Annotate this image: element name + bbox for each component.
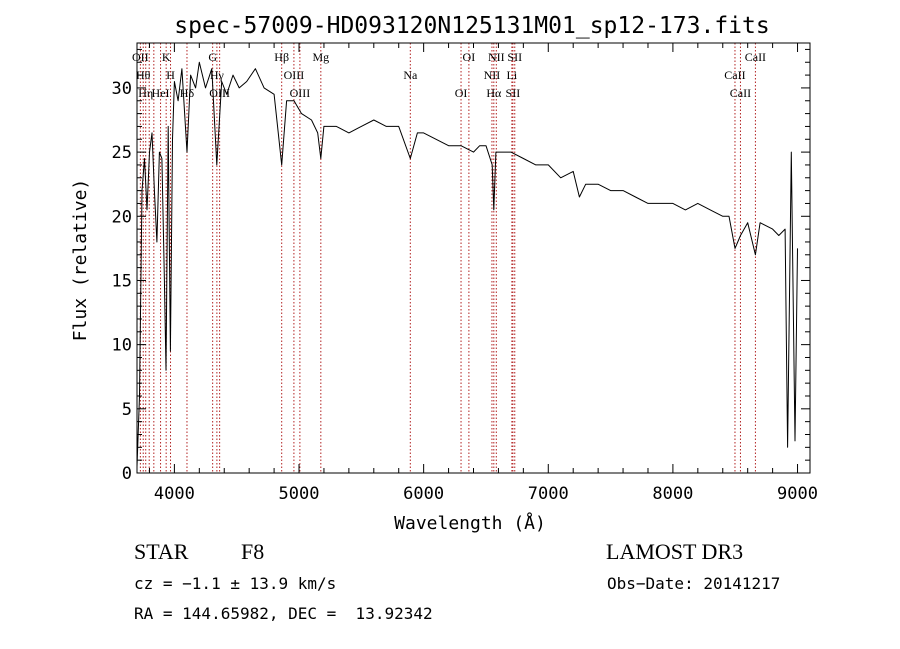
line-label: OIII bbox=[290, 86, 311, 100]
line-label: SII bbox=[506, 86, 521, 100]
spectral-line-markers bbox=[139, 43, 756, 473]
spectrum-line bbox=[136, 61, 798, 467]
line-label: Hδ bbox=[180, 86, 195, 100]
line-label: Hγ bbox=[210, 68, 225, 82]
line-label: Hθ bbox=[136, 68, 151, 82]
line-label: Mg bbox=[312, 50, 329, 64]
object-class: STAR bbox=[134, 539, 189, 564]
line-label: NII bbox=[488, 50, 505, 64]
line-label: K bbox=[162, 50, 171, 64]
line-label: OII bbox=[132, 50, 149, 64]
x-tick-label: 8000 bbox=[652, 484, 693, 504]
line-label: CaII bbox=[730, 86, 751, 100]
line-label: H bbox=[166, 68, 175, 82]
line-label: HeI bbox=[152, 86, 170, 100]
y-tick-label: 25 bbox=[112, 143, 132, 163]
x-tick-label: 7000 bbox=[528, 484, 569, 504]
y-tick-label: 10 bbox=[112, 336, 132, 356]
redshift-cz: cz = −1.1 ± 13.9 km/s bbox=[134, 574, 337, 593]
line-label: CaII bbox=[724, 68, 745, 82]
line-label: Li bbox=[507, 68, 518, 82]
coordinates: RA = 144.65982, DEC = 13.92342 bbox=[134, 604, 433, 623]
plot-frame bbox=[136, 42, 811, 474]
line-label: Na bbox=[403, 68, 418, 82]
line-label: Hβ bbox=[274, 50, 289, 64]
spectrum-series bbox=[136, 61, 798, 467]
x-axis: 4000 5000 6000 7000 8000 9000 bbox=[148, 43, 818, 504]
observation-date: Obs−Date: 20141217 bbox=[607, 574, 781, 593]
y-tick-label: 15 bbox=[112, 271, 132, 291]
line-label: SII bbox=[507, 50, 522, 64]
x-axis-label: Wavelength (Å) bbox=[394, 512, 546, 534]
x-tick-label: 6000 bbox=[403, 484, 444, 504]
object-subclass: F8 bbox=[241, 539, 265, 564]
x-tick-label: 4000 bbox=[154, 484, 195, 504]
line-label: OIII bbox=[284, 68, 305, 82]
y-tick-label: 5 bbox=[122, 400, 132, 420]
x-tick-label: 5000 bbox=[279, 484, 320, 504]
line-label: OI bbox=[455, 86, 468, 100]
y-tick-label: 30 bbox=[112, 79, 132, 99]
line-label: NII bbox=[484, 68, 501, 82]
y-axis-label: Flux (relative) bbox=[70, 179, 91, 342]
spectral-line-labels: OIIHθHηHeIKHHδGHγOIIIHβOIIIOIIIMgNaOIOIN… bbox=[132, 50, 766, 100]
y-axis: 0 5 10 15 20 25 30 bbox=[112, 48, 810, 484]
line-label: Hα bbox=[486, 86, 502, 100]
y-tick-label: 0 bbox=[122, 464, 132, 484]
line-label: Hη bbox=[138, 86, 153, 100]
survey-label: LAMOST DR3 bbox=[606, 539, 744, 564]
line-label: G bbox=[208, 50, 217, 64]
line-label: CaII bbox=[745, 50, 766, 64]
x-tick-label: 9000 bbox=[777, 484, 818, 504]
y-tick-label: 20 bbox=[112, 207, 132, 227]
line-label: OI bbox=[463, 50, 476, 64]
chart-title: spec-57009-HD093120N125131M01_sp12-173.f… bbox=[174, 13, 769, 39]
